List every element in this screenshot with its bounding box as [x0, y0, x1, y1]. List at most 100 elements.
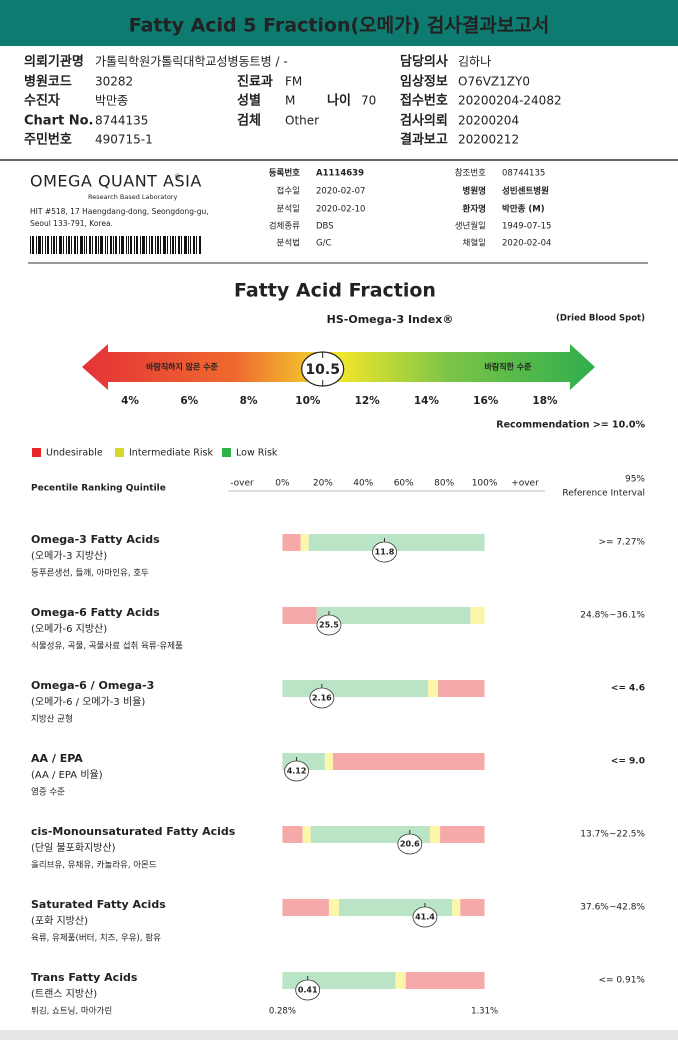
barcode-bar: [130, 236, 132, 254]
barcode-bar: [107, 236, 108, 254]
index-tick-label: 10%: [295, 395, 321, 407]
barcode-bar: [193, 236, 195, 254]
barcode-bar: [190, 236, 191, 254]
barcode-bar: [149, 236, 150, 254]
barcode-bar: [199, 236, 201, 254]
lab-value: G/C: [316, 239, 331, 249]
value-marker: [309, 687, 335, 709]
item-value: 11.8: [375, 548, 395, 557]
lab-label: 생년월일: [455, 221, 486, 232]
range-segment: [332, 753, 485, 770]
info-label: 성별: [237, 93, 261, 109]
ranking-tick-label: 100%: [472, 479, 498, 489]
item-korean: (트랜스 지방산): [31, 988, 97, 1000]
range-segment: [282, 534, 301, 551]
lab-label: 병원명: [463, 186, 486, 197]
lab-value: 2020-02-10: [316, 205, 365, 215]
info-label: 검사의뢰: [400, 113, 448, 129]
report-title: Fatty Acid 5 Fraction(오메가) 검사결과보고서: [129, 15, 550, 37]
barcode-bar: [53, 236, 55, 254]
lab-value: 08744135: [502, 169, 545, 179]
ranking-tick-label: 60%: [394, 479, 414, 489]
range-segment: [438, 680, 485, 697]
legend-swatch: [115, 448, 124, 457]
item-name: AA / EPA: [31, 752, 83, 765]
ranking-tick-label: 80%: [434, 479, 454, 489]
section-title: Fatty Acid Fraction: [234, 280, 436, 302]
barcode-bar: [157, 236, 159, 254]
info-label: 검체: [237, 114, 261, 129]
range-segment: [282, 680, 428, 697]
barcode-bar: [167, 236, 168, 254]
info-label: 임상정보: [400, 74, 448, 90]
reference-title: Reference Interval: [562, 489, 645, 499]
item-korean: (오메가-3 지방산): [31, 550, 107, 562]
info-value: 490715-1: [95, 133, 153, 147]
lab-address: HIT #518, 17 Haengdang-dong, Seongdong-g…: [30, 207, 209, 216]
lab-value: 2020-02-04: [502, 239, 551, 249]
range-segment: [324, 753, 333, 770]
lab-label: 등록번호: [269, 168, 300, 179]
barcode-bar: [126, 236, 127, 254]
barcode-bar: [170, 236, 171, 254]
barcode-bar: [105, 236, 106, 254]
item-reference: >= 7.27%: [598, 538, 645, 548]
range-segment: [405, 972, 485, 989]
item-value: 0.41: [298, 986, 318, 995]
item-korean: (포화 지방산): [31, 915, 88, 927]
barcode-bar: [128, 236, 129, 254]
item-value: 25.5: [319, 621, 339, 630]
barcode-bar: [146, 236, 147, 254]
sample-type: (Dried Blood Spot): [556, 314, 645, 324]
value-marker: [316, 614, 342, 636]
item-desc: 올리브유, 유채유, 카놀라유, 아몬드: [31, 860, 157, 871]
info-label: 병원코드: [24, 74, 72, 90]
info-value: 20200212: [458, 133, 519, 147]
info-value: 가톨릭학원가톨릭대학교성병동트병 / -: [95, 55, 288, 69]
lab-label: 분석일: [277, 204, 300, 215]
lab-label: 접수일: [277, 186, 300, 197]
lab-value: A1114639: [316, 169, 364, 179]
ranking-tick-label: -over: [230, 479, 254, 489]
range-segment: [427, 680, 439, 697]
lab-label: 환자명: [463, 204, 486, 215]
legend-label: Low Risk: [236, 448, 278, 459]
legend-label: Intermediate Risk: [129, 448, 214, 459]
barcode-bar: [172, 236, 174, 254]
lab-value: 2020-02-07: [316, 187, 365, 197]
index-tick-label: 16%: [473, 395, 499, 407]
barcode-bar: [184, 236, 187, 254]
ranking-tick-label: 20%: [313, 479, 333, 489]
info-label: 주민번호: [24, 132, 72, 148]
item-reference: <= 0.91%: [598, 976, 645, 986]
info-value: 20200204-24082: [458, 94, 562, 108]
lab-label: 참조번호: [455, 169, 486, 179]
barcode-bar: [98, 236, 99, 254]
barcode-bar: [74, 236, 76, 254]
barcode-bar: [32, 236, 34, 254]
item-name: Omega-6 / Omega-3: [31, 679, 154, 692]
item-desc: 지방산 균형: [31, 714, 73, 725]
lab-label: 검체종류: [269, 221, 300, 232]
barcode-bar: [151, 236, 153, 254]
range-segment: [300, 534, 309, 551]
range-segment: [308, 534, 485, 551]
barcode-bar: [196, 236, 197, 254]
barcode-bar: [175, 236, 176, 254]
barcode-bar: [100, 236, 103, 254]
range-label: 0.28%: [269, 1007, 296, 1017]
info-label: 나이: [327, 93, 351, 109]
item-value: 20.6: [400, 840, 420, 849]
item-value: 2.16: [312, 694, 332, 703]
barcode-bar: [30, 236, 31, 254]
barcode-bar: [95, 236, 97, 254]
item-reference: 37.6%~42.8%: [580, 903, 645, 913]
barcode-bar: [89, 236, 91, 254]
value-marker: [284, 760, 309, 782]
item-name: Trans Fatty Acids: [31, 971, 138, 984]
item-korean: (오메가-6 / 오메가-3 비율): [31, 696, 145, 708]
barcode-bar: [163, 236, 166, 254]
barcode-bar: [86, 236, 87, 254]
barcode-bar: [80, 236, 83, 254]
barcode-bar: [38, 236, 41, 254]
